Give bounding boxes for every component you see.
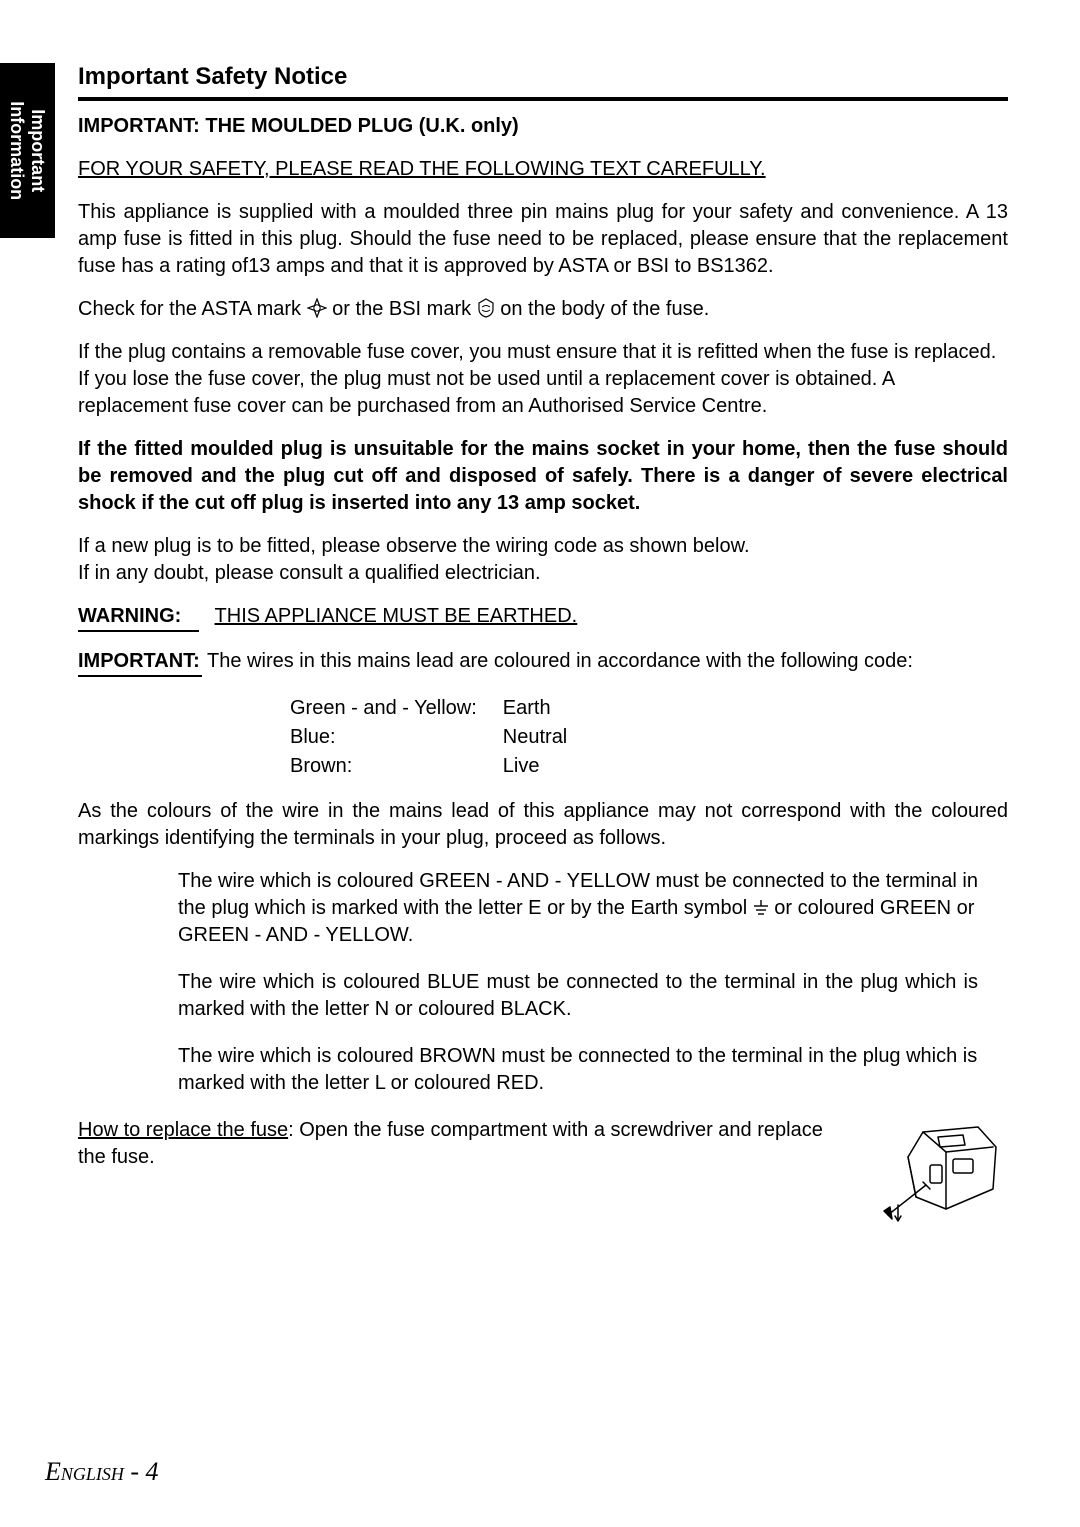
wire-colour: Blue: — [290, 724, 501, 751]
footer-language: English — [45, 1457, 124, 1486]
bsi-mark-icon — [477, 298, 495, 318]
instruction-earth: The wire which is coloured GREEN - AND -… — [178, 868, 978, 949]
warning-text: THIS APPLIANCE MUST BE EARTHED. — [215, 605, 578, 627]
para-check-marks: Check for the ASTA mark or the BSI mark … — [78, 296, 1008, 323]
section-title: Important Safety Notice — [78, 63, 1008, 101]
earth-symbol-icon — [753, 899, 769, 917]
plug-illustration-icon — [868, 1117, 1008, 1227]
table-row: Green - and - Yellow: Earth — [290, 695, 591, 722]
wire-colour-table: Green - and - Yellow: Earth Blue: Neutra… — [288, 693, 593, 782]
table-row: Brown: Live — [290, 753, 591, 780]
para-bold-warning: If the fitted moulded plug is unsuitable… — [78, 436, 1008, 517]
para-new-plug: If a new plug is to be fitted, please ob… — [78, 533, 1008, 587]
fuse-lead: How to replace the fuse — [78, 1119, 288, 1141]
sidebar-tab: Important Information — [0, 63, 55, 238]
new-plug-line2: If in any doubt, please consult a qualif… — [78, 562, 541, 584]
sidebar-line2: Information — [8, 101, 28, 200]
wire-colour: Green - and - Yellow: — [290, 695, 501, 722]
page-content: Important Safety Notice IMPORTANT: THE M… — [78, 63, 1008, 1227]
sidebar-tab-label: Important Information — [7, 101, 48, 200]
warning-row: WARNING: THIS APPLIANCE MUST BE EARTHED. — [78, 603, 1008, 632]
fuse-text: How to replace the fuse: Open the fuse c… — [78, 1117, 838, 1171]
check-prefix: Check for the ASTA mark — [78, 298, 307, 320]
para-colours-mismatch: As the colours of the wire in the mains … — [78, 798, 1008, 852]
fuse-replacement-row: How to replace the fuse: Open the fuse c… — [78, 1117, 1008, 1227]
warning-label: WARNING: — [78, 603, 199, 632]
instruction-live: The wire which is coloured BROWN must be… — [178, 1043, 978, 1097]
footer-page-number: - 4 — [124, 1457, 159, 1486]
sidebar-line1: Important — [28, 109, 48, 192]
new-plug-line1: If a new plug is to be fitted, please ob… — [78, 535, 750, 557]
important-label: IMPORTANT: — [78, 648, 202, 677]
wire-colour: Brown: — [290, 753, 501, 780]
wire-meaning: Live — [503, 753, 591, 780]
wire-meaning: Neutral — [503, 724, 591, 751]
important-text: The wires in this mains lead are coloure… — [202, 650, 913, 672]
asta-mark-icon — [307, 298, 327, 318]
wiring-instructions: The wire which is coloured GREEN - AND -… — [178, 868, 978, 1097]
instruction-neutral: The wire which is coloured BLUE must be … — [178, 969, 978, 1023]
table-row: Blue: Neutral — [290, 724, 591, 751]
para-fuse-cover: If the plug contains a removable fuse co… — [78, 339, 1008, 420]
check-suffix: on the body of the fuse. — [500, 298, 709, 320]
wire-meaning: Earth — [503, 695, 591, 722]
para-supply: This appliance is supplied with a moulde… — [78, 199, 1008, 280]
important-row: IMPORTANT: The wires in this mains lead … — [78, 648, 1008, 677]
safety-read-line: FOR YOUR SAFETY, PLEASE READ THE FOLLOWI… — [78, 156, 1008, 183]
sub-title: IMPORTANT: THE MOULDED PLUG (U.K. only) — [78, 115, 1008, 138]
check-mid: or the BSI mark — [332, 298, 477, 320]
page-footer: English - 4 — [45, 1457, 159, 1487]
